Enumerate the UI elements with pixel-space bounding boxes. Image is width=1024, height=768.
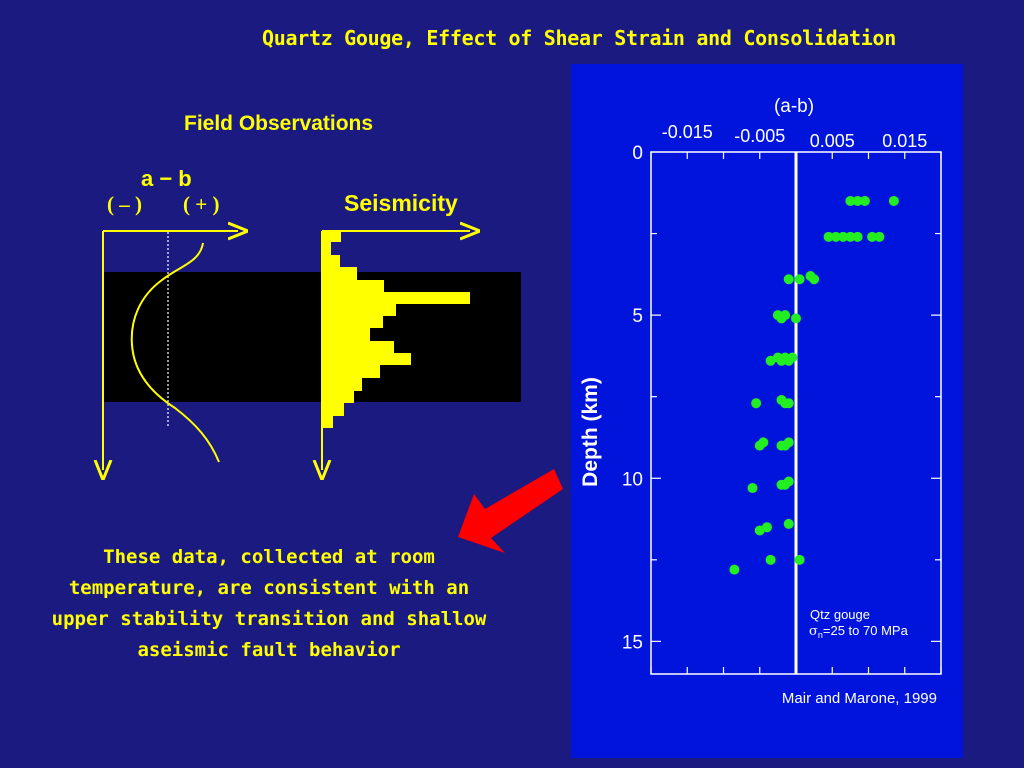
source-credit: Mair and Marone, 1999 — [782, 690, 937, 707]
caption-text: These data, collected at room temperatur… — [30, 542, 508, 666]
data-point — [845, 231, 856, 242]
data-point — [805, 270, 816, 281]
data-point — [791, 313, 801, 324]
caption-line: aseismic fault behavior — [137, 639, 401, 661]
a-minus-b-label: a − b — [141, 166, 192, 191]
data-point — [823, 231, 834, 242]
x-tick-label: 0.015 — [882, 131, 927, 151]
caption-line: upper stability transition and shallow — [51, 608, 487, 630]
data-point — [859, 195, 870, 206]
y-tick-label: 10 — [622, 469, 643, 490]
data-point — [783, 518, 794, 529]
data-point — [794, 274, 805, 285]
x-tick-label: -0.015 — [662, 122, 713, 142]
data-point — [765, 554, 776, 565]
data-point — [852, 231, 863, 242]
data-point — [758, 437, 769, 448]
chart-panel-background — [571, 64, 963, 758]
data-point — [787, 352, 798, 363]
negative-sign-label: ( – ) — [107, 192, 142, 216]
chart-title: (a-b) — [774, 96, 814, 117]
y-tick-label: 15 — [622, 632, 643, 653]
data-point — [845, 195, 856, 206]
data-point — [783, 274, 794, 285]
seismicity-histogram — [322, 230, 470, 428]
ab-depth-curve — [130, 242, 220, 463]
annotation-stress-range: =25 to 70 MPa — [823, 623, 909, 638]
y-axis-label: Depth (km) — [579, 377, 602, 487]
data-point — [776, 440, 787, 451]
data-point — [765, 355, 776, 366]
data-point — [888, 195, 899, 206]
data-point — [867, 231, 878, 242]
caption-line: These data, collected at room — [103, 546, 435, 568]
y-tick-label: 5 — [632, 306, 643, 327]
data-point — [838, 231, 849, 242]
x-tick-label: 0.005 — [810, 131, 855, 151]
data-point — [729, 564, 740, 575]
x-tick-label: -0.005 — [734, 126, 785, 146]
red-pointer-arrow — [458, 469, 563, 553]
data-point — [874, 231, 885, 242]
annotation-qtz-gouge: Qtz gouge — [810, 607, 870, 622]
data-point — [794, 554, 805, 565]
caption-line: temperature, are consistent with an — [68, 577, 470, 599]
slide-title: Quartz Gouge, Effect of Shear Strain and… — [262, 26, 897, 50]
data-point — [830, 231, 841, 242]
data-point — [747, 483, 758, 494]
data-point — [751, 398, 762, 409]
data-point — [783, 398, 794, 409]
data-point — [772, 310, 783, 321]
positive-sign-label: ( + ) — [183, 192, 220, 216]
annotation-sigma: σ — [809, 624, 818, 639]
data-point — [852, 195, 863, 206]
annotation-subscript: n — [818, 630, 823, 640]
field-observations-title: Field Observations — [184, 112, 374, 135]
annotation-normal-stress: σn=25 to 70 MPa — [809, 623, 909, 640]
y-tick-label: 0 — [632, 143, 643, 164]
data-point — [780, 479, 791, 490]
data-point — [762, 522, 772, 533]
data-point — [776, 355, 787, 366]
seismicity-label: Seismicity — [344, 190, 458, 216]
